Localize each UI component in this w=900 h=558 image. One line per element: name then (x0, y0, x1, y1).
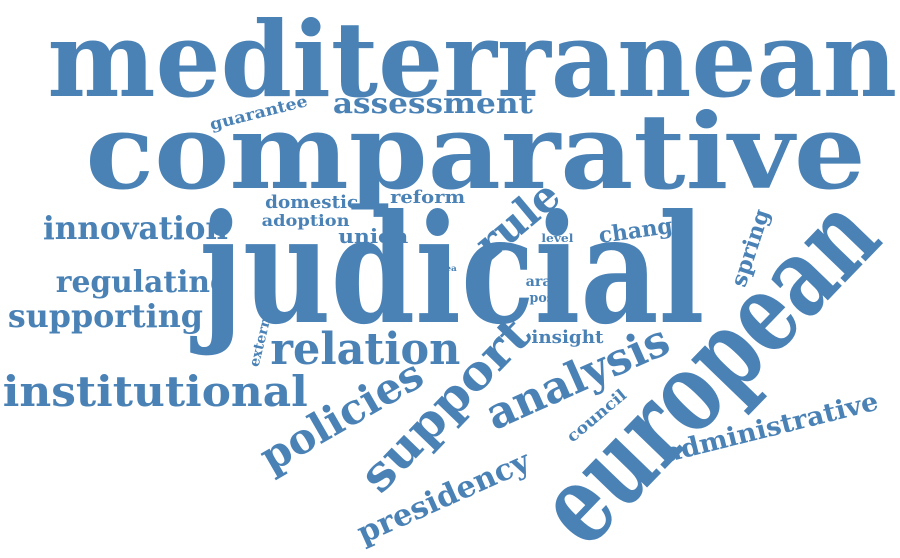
word-reform: reform (390, 187, 466, 208)
word-supporting: supporting (7, 297, 203, 335)
word-institutional: institutional (2, 367, 308, 416)
word-mediterranean: mediterranean (47, 0, 897, 121)
word-level: level (541, 231, 573, 245)
word-judicial: judicial (199, 182, 705, 358)
word-post: post (529, 290, 561, 306)
word-insight: insight (530, 327, 604, 348)
word-adoption: adoption (262, 211, 350, 230)
word-domestic: domestic (265, 192, 359, 213)
word-comparative: comparative (85, 90, 867, 213)
word-union: union (338, 224, 408, 248)
word-arab: arab (526, 274, 562, 290)
word-relation: relation (270, 324, 460, 375)
word-assessment: assessment (332, 87, 534, 120)
word-innovation: innovation (42, 209, 228, 247)
word-regulating: regulating (55, 265, 231, 300)
word-area: area (434, 263, 457, 273)
